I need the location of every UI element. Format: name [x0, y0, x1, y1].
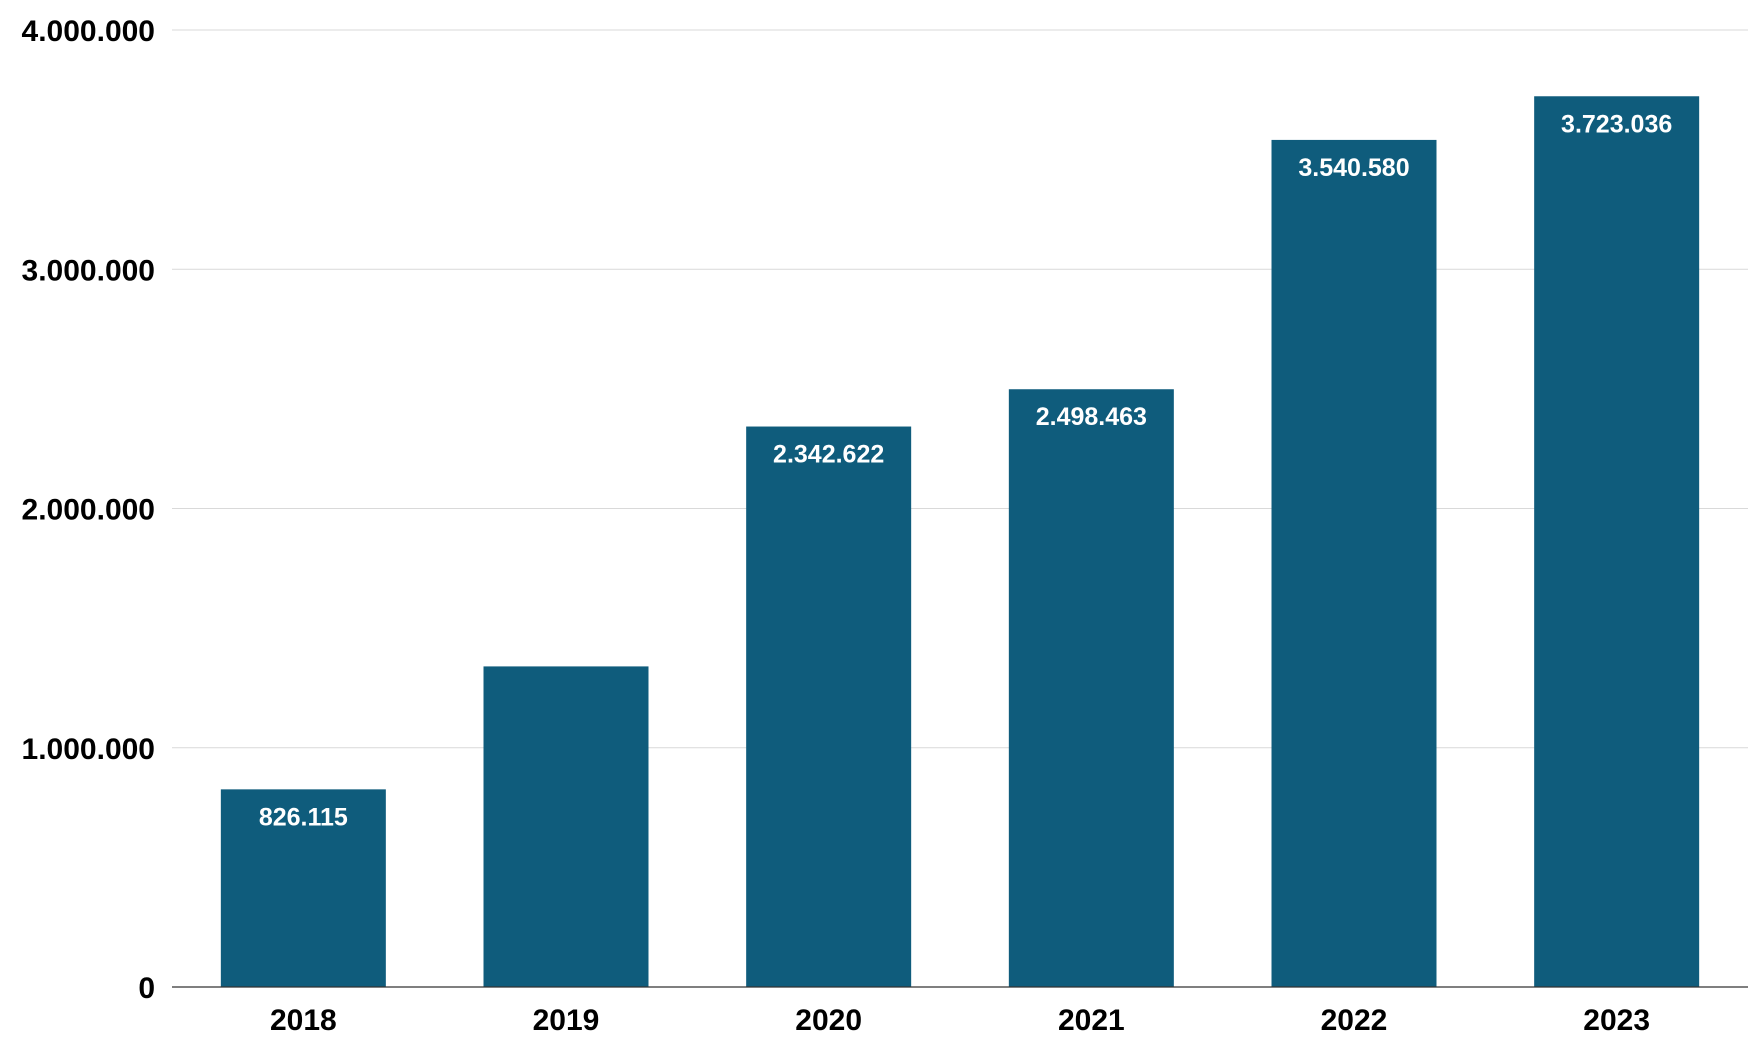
- x-tick-label-2020: 2020: [795, 1004, 862, 1037]
- bar-2022: [1271, 139, 1437, 987]
- y-tick-label: 4.000.000: [22, 15, 155, 48]
- bar-2018: [220, 789, 386, 987]
- x-tick-label-2021: 2021: [1058, 1004, 1125, 1037]
- y-tick-label: 0: [138, 972, 155, 1005]
- y-tick-label: 2.000.000: [22, 494, 155, 527]
- y-tick-label: 3.000.000: [22, 254, 155, 287]
- data-labels: 826.115 2.342.622 2.498.463 3.540.580 3.723.…: [259, 110, 1672, 831]
- data-label-2023: 3.723.036: [1561, 110, 1672, 138]
- data-label-2018: 826.115: [259, 803, 348, 831]
- x-tick-label-2018: 2018: [270, 1004, 337, 1037]
- bars: [220, 96, 1700, 988]
- data-label-2022: 3.540.580: [1298, 154, 1409, 182]
- y-axis: 0 1.000.000 2.000.000 3.000.000 4.000.000: [22, 15, 155, 1005]
- bar-2020: [746, 426, 912, 987]
- y-tick-label: 1.000.000: [22, 733, 155, 766]
- bar-2019: [483, 666, 649, 987]
- gridlines: [172, 29, 1748, 749]
- data-label-2021: 2.498.463: [1036, 403, 1147, 431]
- bar-2021: [1008, 389, 1174, 987]
- x-tick-label-2022: 2022: [1321, 1004, 1388, 1037]
- bar-2023: [1534, 96, 1700, 988]
- x-tick-label-2023: 2023: [1583, 1004, 1650, 1037]
- data-label-2020: 2.342.622: [773, 441, 884, 469]
- x-axis: 2018 2019 2020 2021 2022 2023: [172, 986, 1748, 1037]
- x-tick-label-2019: 2019: [533, 1004, 600, 1037]
